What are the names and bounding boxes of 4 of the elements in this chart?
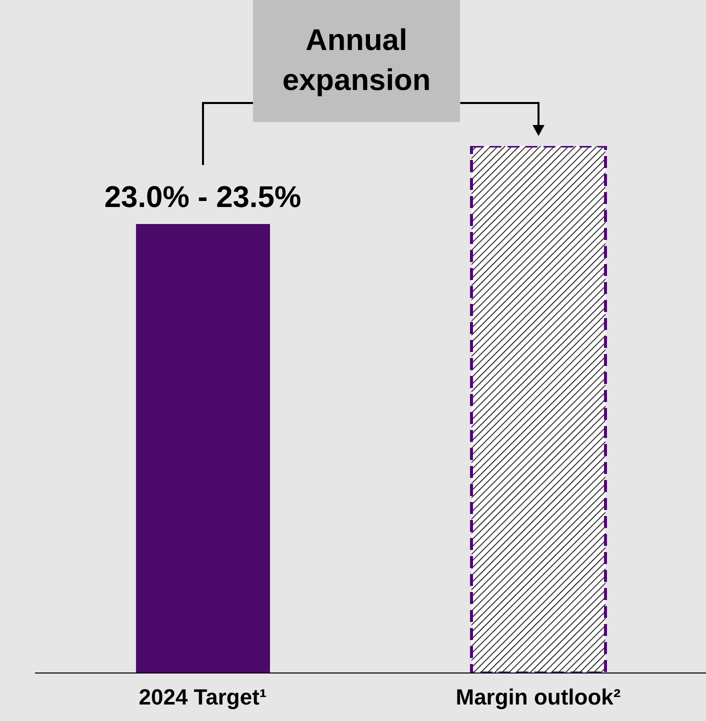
x-tick-label: 2024 Target¹ — [138, 684, 267, 710]
x-tick-label: Margin outlook² — [456, 684, 621, 710]
text: Annual expansion — [253, 0, 460, 122]
annotation: 23.0% - 23.5% — [103, 180, 302, 216]
